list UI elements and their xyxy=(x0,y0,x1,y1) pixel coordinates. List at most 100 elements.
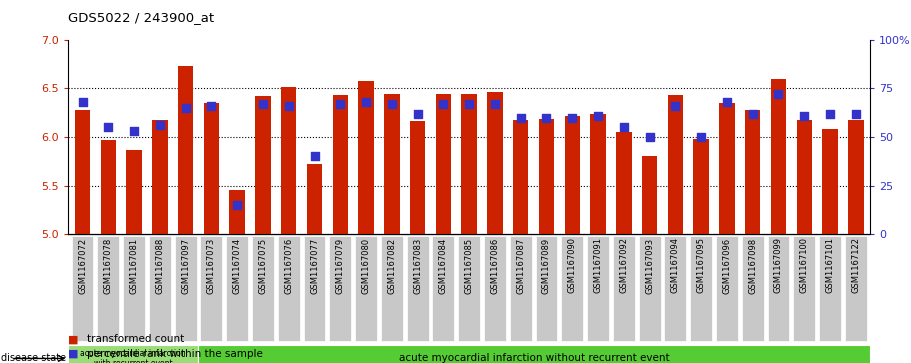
Point xyxy=(720,99,734,105)
Text: GSM1167088: GSM1167088 xyxy=(156,237,164,294)
Bar xyxy=(178,66,193,234)
Text: GSM1167085: GSM1167085 xyxy=(465,237,474,294)
Point xyxy=(333,101,348,107)
Text: GSM1167086: GSM1167086 xyxy=(490,237,499,294)
Bar xyxy=(333,95,348,234)
FancyBboxPatch shape xyxy=(691,236,712,341)
Text: GSM1167091: GSM1167091 xyxy=(594,237,602,293)
Bar xyxy=(642,156,658,234)
Bar xyxy=(590,114,606,234)
Bar xyxy=(771,79,786,234)
Point xyxy=(256,101,271,107)
Bar xyxy=(255,96,271,234)
Bar xyxy=(435,94,451,234)
Text: GSM1167096: GSM1167096 xyxy=(722,237,732,294)
Point xyxy=(384,101,399,107)
Bar xyxy=(848,119,864,234)
Text: ■: ■ xyxy=(68,334,79,344)
Bar xyxy=(152,119,168,234)
Point xyxy=(359,99,374,105)
FancyBboxPatch shape xyxy=(226,236,248,341)
Text: GSM1167083: GSM1167083 xyxy=(413,237,422,294)
Bar xyxy=(281,86,296,234)
Text: GSM1167092: GSM1167092 xyxy=(619,237,629,293)
Point xyxy=(617,125,631,130)
Text: GSM1167074: GSM1167074 xyxy=(232,237,241,294)
Text: GSM1167098: GSM1167098 xyxy=(748,237,757,294)
FancyBboxPatch shape xyxy=(819,236,841,341)
Text: GSM1167075: GSM1167075 xyxy=(259,237,268,294)
Text: GSM1167087: GSM1167087 xyxy=(517,237,526,294)
FancyBboxPatch shape xyxy=(148,236,170,341)
Point xyxy=(565,115,579,121)
Bar xyxy=(745,110,761,234)
Bar xyxy=(358,81,374,234)
Text: ■: ■ xyxy=(68,349,79,359)
Point xyxy=(410,111,425,117)
Point xyxy=(642,134,657,140)
Bar xyxy=(823,129,838,234)
Bar xyxy=(100,140,116,234)
FancyBboxPatch shape xyxy=(175,236,197,341)
Text: GSM1167084: GSM1167084 xyxy=(439,237,448,294)
Text: acute myocardial infarction
with recurrent event: acute myocardial infarction with recurre… xyxy=(80,349,186,363)
FancyBboxPatch shape xyxy=(381,236,403,341)
FancyBboxPatch shape xyxy=(198,346,870,363)
Bar xyxy=(693,139,709,234)
FancyBboxPatch shape xyxy=(68,346,198,363)
FancyBboxPatch shape xyxy=(613,236,635,341)
FancyBboxPatch shape xyxy=(72,236,94,341)
Bar xyxy=(668,95,683,234)
Bar xyxy=(230,191,245,234)
Text: GSM1167097: GSM1167097 xyxy=(181,237,190,294)
Text: GSM1167078: GSM1167078 xyxy=(104,237,113,294)
Point xyxy=(152,122,167,128)
Text: GSM1167072: GSM1167072 xyxy=(78,237,87,294)
Point xyxy=(487,101,502,107)
FancyBboxPatch shape xyxy=(742,236,763,341)
FancyBboxPatch shape xyxy=(793,236,815,341)
FancyBboxPatch shape xyxy=(510,236,532,341)
Point xyxy=(230,202,244,208)
FancyBboxPatch shape xyxy=(433,236,455,341)
FancyBboxPatch shape xyxy=(768,236,790,341)
Point xyxy=(514,115,528,121)
Bar xyxy=(127,150,142,234)
Text: percentile rank within the sample: percentile rank within the sample xyxy=(87,349,262,359)
FancyBboxPatch shape xyxy=(561,236,583,341)
Point xyxy=(823,111,837,117)
FancyBboxPatch shape xyxy=(587,236,609,341)
Bar xyxy=(538,119,554,234)
FancyBboxPatch shape xyxy=(278,236,300,341)
Text: GSM1167079: GSM1167079 xyxy=(336,237,344,294)
Point xyxy=(668,103,682,109)
Text: GSM1167076: GSM1167076 xyxy=(284,237,293,294)
Text: GSM1167081: GSM1167081 xyxy=(129,237,138,294)
Text: GSM1167122: GSM1167122 xyxy=(851,237,860,293)
Bar xyxy=(204,103,220,234)
Text: GSM1167101: GSM1167101 xyxy=(825,237,834,293)
Text: GSM1167073: GSM1167073 xyxy=(207,237,216,294)
Point xyxy=(307,154,322,159)
FancyBboxPatch shape xyxy=(200,236,222,341)
Text: GSM1167099: GSM1167099 xyxy=(774,237,783,293)
Bar xyxy=(796,119,812,234)
FancyBboxPatch shape xyxy=(458,236,480,341)
Point xyxy=(76,99,90,105)
Point xyxy=(539,115,554,121)
Text: GSM1167094: GSM1167094 xyxy=(670,237,680,293)
FancyBboxPatch shape xyxy=(329,236,352,341)
FancyBboxPatch shape xyxy=(252,236,274,341)
Point xyxy=(101,125,116,130)
Point xyxy=(179,105,193,111)
Point xyxy=(848,111,863,117)
Point xyxy=(590,113,605,119)
Bar xyxy=(462,94,476,234)
Point xyxy=(772,91,786,97)
Text: GSM1167100: GSM1167100 xyxy=(800,237,809,293)
FancyBboxPatch shape xyxy=(664,236,686,341)
FancyBboxPatch shape xyxy=(303,236,325,341)
Text: acute myocardial infarction without recurrent event: acute myocardial infarction without recu… xyxy=(398,354,669,363)
FancyBboxPatch shape xyxy=(484,236,506,341)
Bar xyxy=(565,116,580,234)
